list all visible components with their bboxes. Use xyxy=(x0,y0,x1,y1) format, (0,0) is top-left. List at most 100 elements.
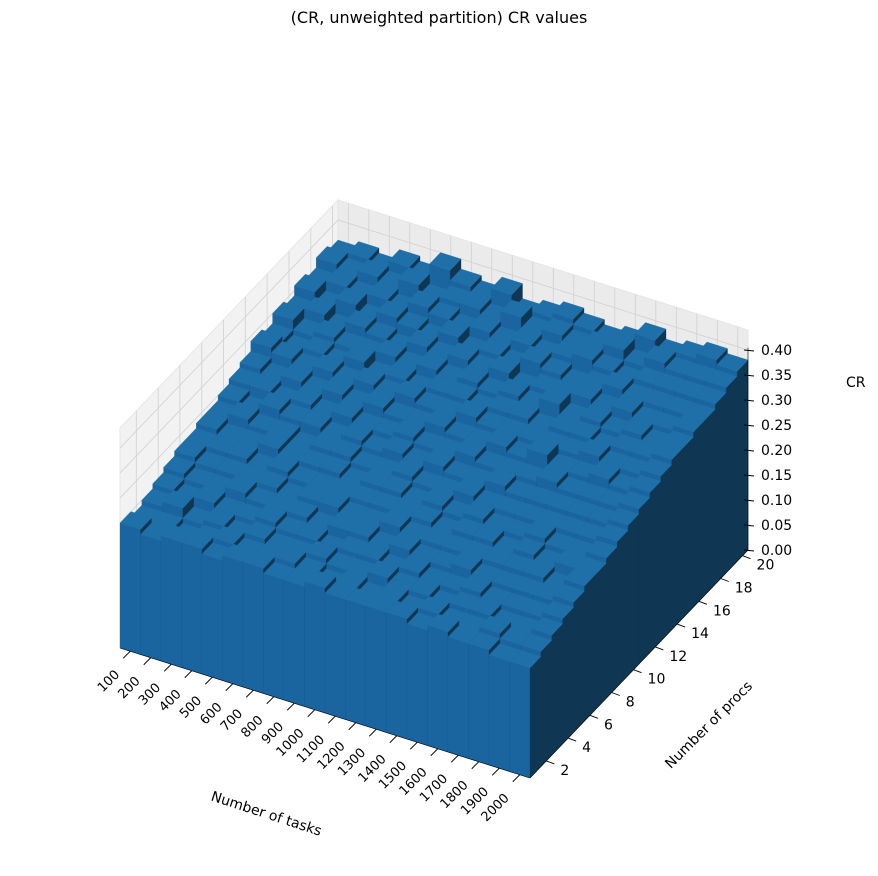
bar-top-face xyxy=(479,615,512,634)
bar-top-face xyxy=(196,411,228,430)
z-tick-label: 0.30 xyxy=(761,393,792,409)
bar-top-face xyxy=(445,381,478,400)
bar-top-face xyxy=(397,267,430,286)
bar-front-face xyxy=(263,573,285,701)
bar-top-face xyxy=(618,490,651,510)
bar-top-face xyxy=(295,522,328,541)
bar-top-face xyxy=(343,344,376,363)
bar-top-face xyxy=(570,381,603,400)
bar-top-face xyxy=(541,600,574,619)
bars xyxy=(119,239,749,779)
x-axis-line xyxy=(119,647,531,779)
z-tick-label: 0.20 xyxy=(761,443,792,459)
x-tick-mark xyxy=(450,754,459,763)
bar-top-face xyxy=(415,352,448,371)
bar-top-face xyxy=(485,429,518,448)
x-tick-mark xyxy=(368,728,377,737)
bar-top-face xyxy=(588,461,621,480)
bar-top-face xyxy=(427,613,460,633)
bar-top-face xyxy=(340,422,373,442)
z-tick-mark xyxy=(743,499,755,502)
bar-top-face xyxy=(367,560,399,579)
z-tick-mark xyxy=(743,424,755,427)
bar-top-face xyxy=(620,417,653,436)
bar-top-face xyxy=(258,391,291,411)
bar-top-face xyxy=(568,420,601,439)
bar-side-face xyxy=(540,639,552,767)
bar-top-face xyxy=(217,383,250,403)
bar-front-face xyxy=(242,561,264,694)
bar-top-face xyxy=(379,509,412,528)
bar-top-face xyxy=(286,499,319,519)
x-tick-mark xyxy=(348,722,357,731)
bar-top-face xyxy=(163,455,196,475)
bar-top-face xyxy=(513,537,546,556)
bar-top-face xyxy=(242,550,275,569)
bar-top-face xyxy=(607,507,640,526)
bar-top-face xyxy=(357,542,390,561)
bar-top-face xyxy=(450,551,483,571)
bar-top-face xyxy=(388,249,421,268)
bar-top-face xyxy=(394,380,426,399)
bar-side-face xyxy=(649,480,661,653)
bar-top-face xyxy=(386,600,419,620)
bar-top-face xyxy=(531,617,563,636)
bar-top-face xyxy=(267,454,300,473)
bar-top-face xyxy=(391,458,424,477)
y-tick-label: 14 xyxy=(691,626,709,642)
x-tick-mark xyxy=(204,676,213,685)
bar-top-face xyxy=(705,369,738,388)
bar-top-face xyxy=(540,357,573,376)
bar-top-face xyxy=(274,545,307,564)
bar-top-face xyxy=(552,301,585,320)
z-tick-label: 0.00 xyxy=(761,543,792,559)
bar-top-face xyxy=(462,501,495,520)
bar-front-face xyxy=(427,625,449,753)
bar-top-face xyxy=(601,371,634,390)
bar-top-face xyxy=(365,321,398,340)
y-tick-mark xyxy=(720,578,729,582)
bar-top-face xyxy=(428,301,460,320)
bar-top-face xyxy=(452,478,485,497)
y-axis-label: Number of procs xyxy=(662,678,756,772)
bar-top-face xyxy=(347,519,380,538)
bar-top-face xyxy=(522,559,555,579)
z-tick-mark xyxy=(743,474,755,477)
y-tick-mark xyxy=(698,600,708,605)
bar-front-face xyxy=(324,592,346,720)
bar-top-face xyxy=(672,413,705,433)
x-tick-mark xyxy=(143,657,152,666)
bar-top-face xyxy=(454,438,487,458)
bar-top-face xyxy=(643,345,676,364)
x-tick-mark xyxy=(491,767,500,776)
bar-top-face xyxy=(695,341,728,361)
bar-top-face xyxy=(507,401,540,420)
bar-top-face xyxy=(256,470,289,489)
bar-top-face xyxy=(181,530,214,550)
bar-top-face xyxy=(634,322,667,341)
bar-top-face xyxy=(526,437,559,456)
bar-side-face xyxy=(562,607,574,745)
bar-top-face xyxy=(376,300,409,319)
bar-top-face xyxy=(392,419,425,438)
bar-top-face xyxy=(203,508,235,527)
bar-front-face xyxy=(119,522,141,655)
bar-top-face xyxy=(362,390,395,409)
bar-top-face xyxy=(347,241,380,260)
bar-top-face xyxy=(257,431,290,450)
z-axis-label: CR xyxy=(846,375,866,391)
bar-side-face xyxy=(704,408,716,596)
bar-front-face xyxy=(201,553,223,681)
bar-top-face xyxy=(407,290,440,309)
y-axis-line xyxy=(529,549,749,779)
bar-top-face xyxy=(356,259,389,278)
z-tick-mark xyxy=(743,549,755,552)
bar-top-face xyxy=(456,365,489,384)
bar-side-face xyxy=(638,497,651,665)
bar-top-face xyxy=(472,524,505,543)
bar-top-face xyxy=(174,439,207,458)
bar-top-face xyxy=(449,268,482,288)
bar-side-face xyxy=(617,530,629,688)
bar-top-face xyxy=(408,578,440,597)
